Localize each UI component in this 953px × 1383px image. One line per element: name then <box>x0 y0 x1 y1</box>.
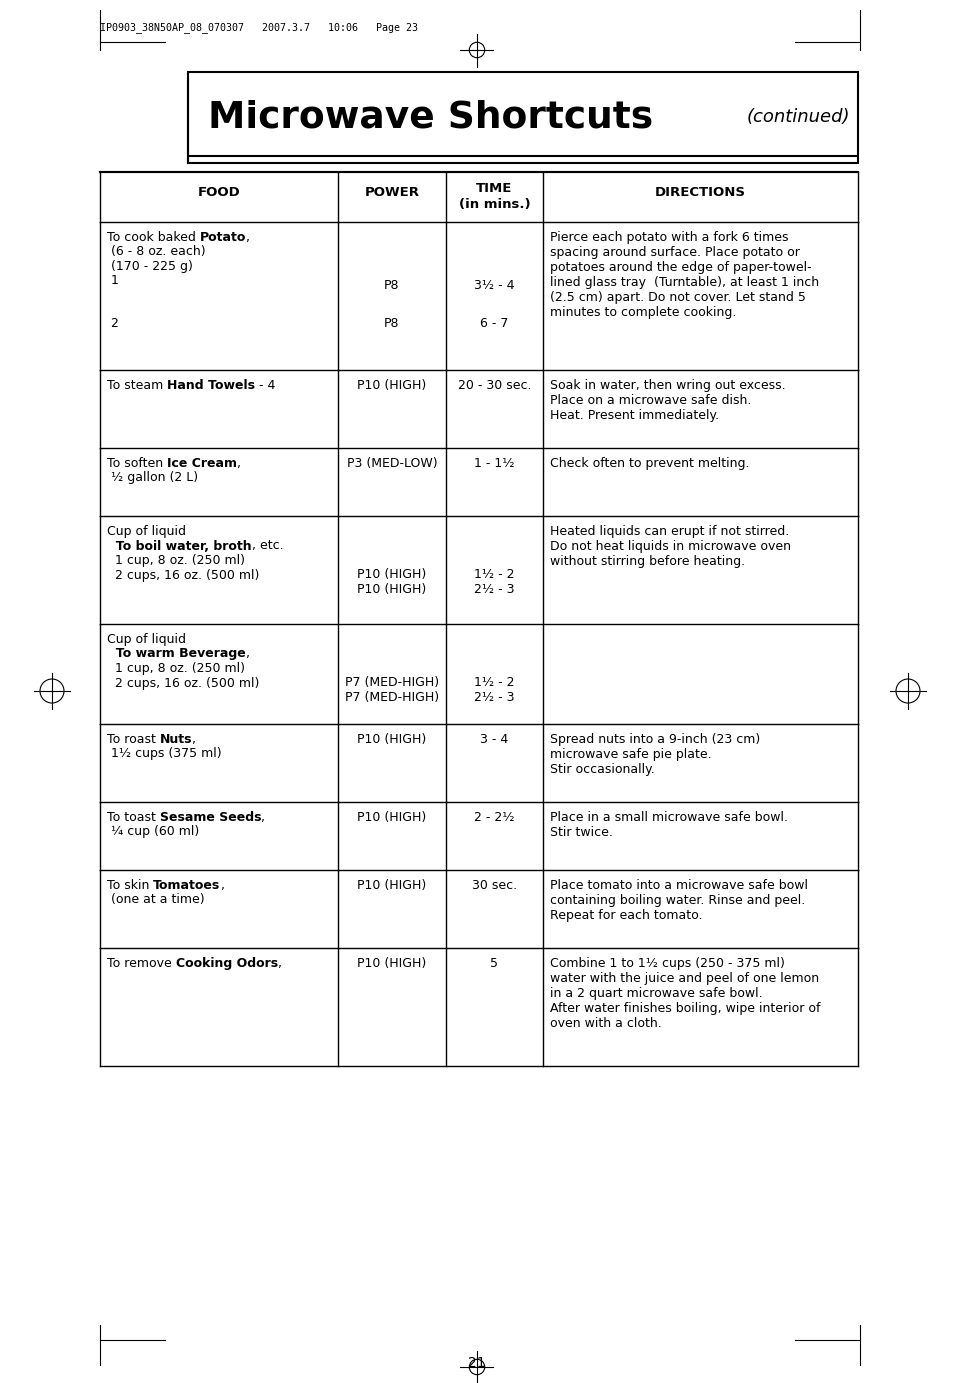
Text: ,: , <box>220 880 224 892</box>
Text: 3 - 4: 3 - 4 <box>480 733 508 745</box>
Text: ,: , <box>246 647 250 661</box>
Text: To remove: To remove <box>107 957 175 969</box>
Text: Pierce each potato with a fork 6 times
spacing around surface. Place potato or
p: Pierce each potato with a fork 6 times s… <box>550 231 819 319</box>
Text: 6 - 7: 6 - 7 <box>479 317 508 331</box>
Text: FOOD: FOOD <box>197 185 240 199</box>
Text: Hand Towels: Hand Towels <box>167 379 255 391</box>
Bar <box>188 72 857 163</box>
Text: (one at a time): (one at a time) <box>107 893 204 906</box>
Text: Tomatoes: Tomatoes <box>153 880 220 892</box>
Text: 1½ - 2: 1½ - 2 <box>474 568 515 581</box>
Text: Soak in water, then wring out excess.
Place on a microwave safe dish.
Heat. Pres: Soak in water, then wring out excess. Pl… <box>550 379 785 422</box>
Text: P7 (MED-HIGH): P7 (MED-HIGH) <box>345 692 438 704</box>
Text: IP0903_38N50AP_08_070307   2007.3.7   10:06   Page 23: IP0903_38N50AP_08_070307 2007.3.7 10:06 … <box>100 22 417 33</box>
Text: TIME: TIME <box>476 183 512 195</box>
Text: Ice Cream: Ice Cream <box>167 456 237 470</box>
Text: P10 (HIGH): P10 (HIGH) <box>357 810 426 824</box>
Text: 2: 2 <box>107 317 119 331</box>
Text: 20 - 30 sec.: 20 - 30 sec. <box>457 379 531 391</box>
Text: Place in a small microwave safe bowl.
Stir twice.: Place in a small microwave safe bowl. St… <box>550 810 787 839</box>
Text: Place tomato into a microwave safe bowl
containing boiling water. Rinse and peel: Place tomato into a microwave safe bowl … <box>550 880 807 922</box>
Text: 30 sec.: 30 sec. <box>472 880 517 892</box>
Text: , etc.: , etc. <box>252 539 283 552</box>
Text: DIRECTIONS: DIRECTIONS <box>655 185 745 199</box>
Text: 2 - 2½: 2 - 2½ <box>474 810 515 824</box>
Text: P10 (HIGH): P10 (HIGH) <box>357 379 426 391</box>
Text: To skin: To skin <box>107 880 153 892</box>
Text: POWER: POWER <box>364 185 419 199</box>
Text: Heated liquids can erupt if not stirred.
Do not heat liquids in microwave oven
w: Heated liquids can erupt if not stirred.… <box>550 526 790 568</box>
Text: ,: , <box>277 957 281 969</box>
Text: ,: , <box>237 456 241 470</box>
Text: 2 cups, 16 oz. (500 ml): 2 cups, 16 oz. (500 ml) <box>107 676 259 690</box>
Text: (6 - 8 oz. each): (6 - 8 oz. each) <box>107 246 206 259</box>
Text: (170 - 225 g): (170 - 225 g) <box>107 260 193 272</box>
Text: P8: P8 <box>384 279 399 292</box>
Text: Check often to prevent melting.: Check often to prevent melting. <box>550 456 749 470</box>
Text: P7 (MED-HIGH): P7 (MED-HIGH) <box>345 676 438 689</box>
Text: P10 (HIGH): P10 (HIGH) <box>357 584 426 596</box>
Text: P3 (MED-LOW): P3 (MED-LOW) <box>346 456 436 470</box>
Text: To boil water, broth: To boil water, broth <box>107 539 252 552</box>
Text: P8: P8 <box>384 317 399 331</box>
Text: (in mins.): (in mins.) <box>458 198 530 212</box>
Text: Cup of liquid: Cup of liquid <box>107 633 186 646</box>
Text: ,: , <box>193 733 196 745</box>
Text: ¼ cup (60 ml): ¼ cup (60 ml) <box>107 826 199 838</box>
Text: 1½ - 2: 1½ - 2 <box>474 676 515 689</box>
Text: 1: 1 <box>107 274 119 288</box>
Text: Potato: Potato <box>200 231 246 243</box>
Text: 2½ - 3: 2½ - 3 <box>474 584 515 596</box>
Text: Cup of liquid: Cup of liquid <box>107 526 186 538</box>
Text: 1 cup, 8 oz. (250 ml): 1 cup, 8 oz. (250 ml) <box>107 555 245 567</box>
Text: Nuts: Nuts <box>160 733 193 745</box>
Text: To soften: To soften <box>107 456 167 470</box>
Text: To warm Beverage: To warm Beverage <box>107 647 246 661</box>
Text: 1½ cups (375 ml): 1½ cups (375 ml) <box>107 747 221 761</box>
Text: Microwave Shortcuts: Microwave Shortcuts <box>208 100 653 136</box>
Text: - 4: - 4 <box>255 379 275 391</box>
Text: 2 cups, 16 oz. (500 ml): 2 cups, 16 oz. (500 ml) <box>107 568 259 581</box>
Text: Combine 1 to 1½ cups (250 - 375 ml)
water with the juice and peel of one lemon
i: Combine 1 to 1½ cups (250 - 375 ml) wate… <box>550 957 820 1030</box>
Text: 21: 21 <box>468 1355 485 1371</box>
Text: ,: , <box>246 231 250 243</box>
Text: 1 cup, 8 oz. (250 ml): 1 cup, 8 oz. (250 ml) <box>107 662 245 675</box>
Text: 2½ - 3: 2½ - 3 <box>474 692 515 704</box>
Text: To toast: To toast <box>107 810 160 824</box>
Text: (continued): (continued) <box>745 108 849 126</box>
Text: To roast: To roast <box>107 733 160 745</box>
Text: Sesame Seeds: Sesame Seeds <box>160 810 261 824</box>
Text: To cook baked: To cook baked <box>107 231 200 243</box>
Text: Spread nuts into a 9-inch (23 cm)
microwave safe pie plate.
Stir occasionally.: Spread nuts into a 9-inch (23 cm) microw… <box>550 733 760 776</box>
Text: 3½ - 4: 3½ - 4 <box>474 279 515 292</box>
Text: ,: , <box>261 810 265 824</box>
Text: Cooking Odors: Cooking Odors <box>175 957 277 969</box>
Text: P10 (HIGH): P10 (HIGH) <box>357 568 426 581</box>
Text: P10 (HIGH): P10 (HIGH) <box>357 880 426 892</box>
Text: To steam: To steam <box>107 379 167 391</box>
Text: 5: 5 <box>490 957 498 969</box>
Text: P10 (HIGH): P10 (HIGH) <box>357 957 426 969</box>
Text: 1 - 1½: 1 - 1½ <box>474 456 515 470</box>
Text: P10 (HIGH): P10 (HIGH) <box>357 733 426 745</box>
Text: ½ gallon (2 L): ½ gallon (2 L) <box>107 472 198 484</box>
